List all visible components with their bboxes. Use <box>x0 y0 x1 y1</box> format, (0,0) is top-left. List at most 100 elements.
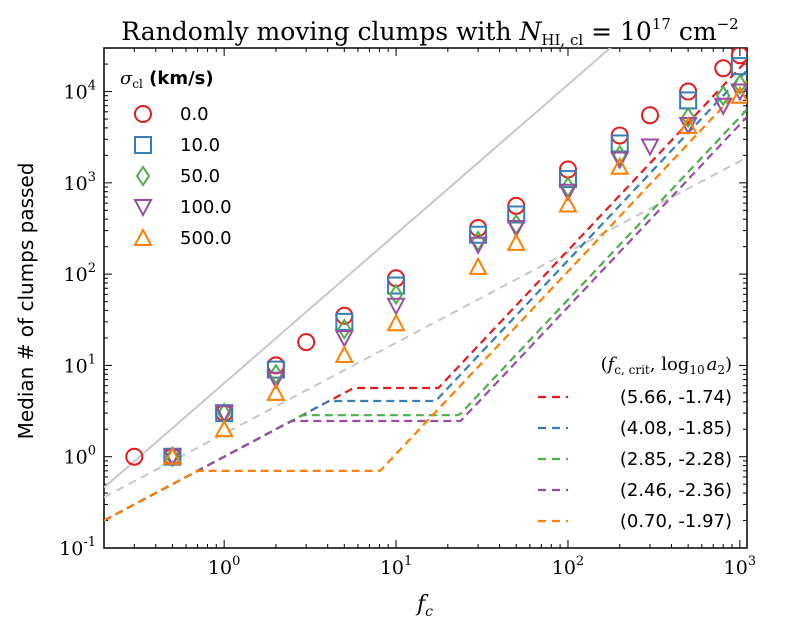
data-point-triangle-down <box>266 371 286 390</box>
data-point-diamond <box>732 73 747 96</box>
legend-label: 500.0 <box>180 228 232 249</box>
fit-legend-title-mid: , log <box>650 354 690 375</box>
data-point-square <box>558 170 577 189</box>
axis-ticks <box>103 47 747 549</box>
data-point-triangle-up <box>468 256 488 275</box>
y-tick-label: 101 <box>64 352 96 377</box>
data-point-triangle-up <box>730 85 747 104</box>
data-point-triangle-down <box>386 297 406 316</box>
legend-marker-triangle-up <box>133 227 153 246</box>
x-tick-label: 100 <box>208 554 240 579</box>
title-eq: = 10 <box>583 17 652 46</box>
reference-lines <box>104 48 747 499</box>
data-point-triangle-up <box>558 194 578 213</box>
legend-marker-circle <box>134 105 152 123</box>
fit-legend-title-log-sub: 10 <box>689 363 704 377</box>
marker-legend-items: 0.0 10.0 50.0 100.0 500.0 <box>133 104 232 249</box>
reference-line-dashed <box>104 156 747 499</box>
fit-legend-label: (5.66, -1.74) <box>620 387 732 408</box>
data-point-triangle-down <box>468 236 488 255</box>
fit-legend-title-prefix: ( <box>601 354 608 375</box>
data-point-triangle-up <box>214 419 234 438</box>
title-unit-exp: −2 <box>717 15 739 33</box>
marker-legend-title-sub: cl <box>132 77 143 91</box>
chart-title: Randomly moving clumps with NHI, cl = 10… <box>121 15 738 49</box>
data-point-circle <box>730 48 747 65</box>
y-tick-labels: 10-1 100 101 102 103 104 <box>59 79 96 560</box>
x-tick-label: 101 <box>380 554 412 579</box>
data-point-square <box>469 225 488 244</box>
legend-label: 10.0 <box>180 135 220 156</box>
data-point-triangle-up <box>678 115 698 134</box>
marker-legend-title-unit: (km/s) <box>143 68 214 89</box>
data-point-triangle-down <box>713 97 733 116</box>
y-tick-label: 10-1 <box>59 535 96 560</box>
data-point-triangle-up <box>334 344 354 364</box>
fit-legend-title-suffix: ) <box>725 354 732 375</box>
plot-frame <box>103 47 748 549</box>
fit-legend: (fc, crit, log10 a2) (5.66, -1.74) (4.08, … <box>538 354 732 532</box>
marker-legend-title: σcl (km/s) <box>120 68 214 91</box>
data-point-triangle-up <box>506 232 526 251</box>
fit-legend-title-sub: c, crit <box>614 363 650 377</box>
fit-legend-title: (fc, crit, log10 a2) <box>601 354 732 377</box>
fit-legend-label: (0.70, -1.97) <box>620 511 732 532</box>
legend-label: 50.0 <box>180 166 220 187</box>
data-point-triangle-down <box>334 329 354 349</box>
data-point-triangle-down <box>558 183 578 202</box>
y-tick-label: 100 <box>64 444 96 469</box>
reference-line-solid <box>104 48 612 489</box>
data-point-triangle-down <box>640 138 660 157</box>
fit-legend-title-var2: a <box>707 354 718 375</box>
legend-marker-triangle-down <box>133 199 153 218</box>
data-point-triangle-up <box>386 313 406 332</box>
fit-line <box>104 116 747 522</box>
y-tick-label: 104 <box>64 79 96 104</box>
marker-legend: σcl (km/s) 0.0 10.0 50.0 100.0 500.0 <box>120 68 232 249</box>
x-tick-label: 102 <box>552 554 584 579</box>
data-point-circle <box>125 447 144 466</box>
legend-label: 0.0 <box>180 104 209 125</box>
title-var: N <box>519 17 543 46</box>
legend-label: 100.0 <box>180 197 232 218</box>
data-point-square <box>507 205 526 224</box>
fit-legend-title-var2-sub: 2 <box>717 363 725 377</box>
fit-legend-label: (4.08, -1.85) <box>620 418 732 439</box>
data-point-triangle-up <box>266 382 286 401</box>
fit-legend-items: (5.66, -1.74) (4.08, -1.85) (2.85, -2.28) (… <box>538 387 732 532</box>
data-point-diamond <box>337 318 352 340</box>
data-point-square <box>610 134 629 153</box>
y-axis-label: Median # of clumps passed <box>14 163 38 440</box>
data-point-square <box>335 312 354 331</box>
data-point-triangle-up <box>610 156 630 175</box>
data-point-triangle-down <box>506 220 526 239</box>
data-point-triangle-down <box>610 151 630 170</box>
title-exp: 17 <box>652 15 671 33</box>
fit-legend-label: (2.85, -2.28) <box>620 449 732 470</box>
data-point-triangle-down <box>214 405 234 424</box>
x-tick-label: 103 <box>724 554 756 579</box>
title-unit: cm <box>671 17 717 46</box>
data-point-diamond <box>716 84 731 107</box>
data-markers <box>125 48 747 468</box>
x-axis-label-sub: c <box>425 604 433 620</box>
data-point-diamond <box>680 106 696 129</box>
fit-legend-label: (2.46, -2.36) <box>620 480 732 501</box>
y-tick-label: 102 <box>64 261 96 286</box>
data-point-diamond <box>388 283 404 306</box>
legend-marker-diamond <box>135 165 151 187</box>
title-prefix: Randomly moving clumps with <box>121 17 519 46</box>
fit-line <box>104 80 747 522</box>
data-point-triangle-up <box>162 446 183 465</box>
x-tick-labels: 100 101 102 103 <box>208 554 756 579</box>
fit-lines <box>104 59 747 522</box>
legend-marker-square <box>134 136 152 154</box>
data-point-square <box>266 360 285 379</box>
marker-legend-title-var: σ <box>120 68 133 89</box>
data-point-circle <box>297 333 316 352</box>
title-var-sub: HI, cl <box>541 31 583 49</box>
data-point-triangle-down <box>730 83 747 102</box>
data-point-circle <box>640 106 659 125</box>
y-tick-label: 103 <box>64 170 96 195</box>
